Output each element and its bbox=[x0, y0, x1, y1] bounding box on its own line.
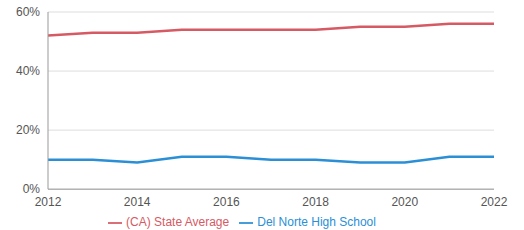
svg-text:20%: 20% bbox=[16, 123, 40, 137]
svg-text:2022: 2022 bbox=[481, 195, 508, 209]
svg-text:2016: 2016 bbox=[213, 195, 240, 209]
svg-text:0%: 0% bbox=[23, 182, 41, 196]
html-text:(CA) State Average: (CA) State Average bbox=[126, 215, 230, 230]
svg-text:2012: 2012 bbox=[35, 195, 62, 209]
svg-text:40%: 40% bbox=[16, 64, 40, 78]
svg-text:2018: 2018 bbox=[302, 195, 329, 209]
svg-text:2020: 2020 bbox=[391, 195, 418, 209]
html-text:Del Norte High School: Del Norte High School bbox=[257, 215, 376, 230]
svg-text:2014: 2014 bbox=[124, 195, 151, 209]
svg-text:60%: 60% bbox=[16, 5, 40, 19]
